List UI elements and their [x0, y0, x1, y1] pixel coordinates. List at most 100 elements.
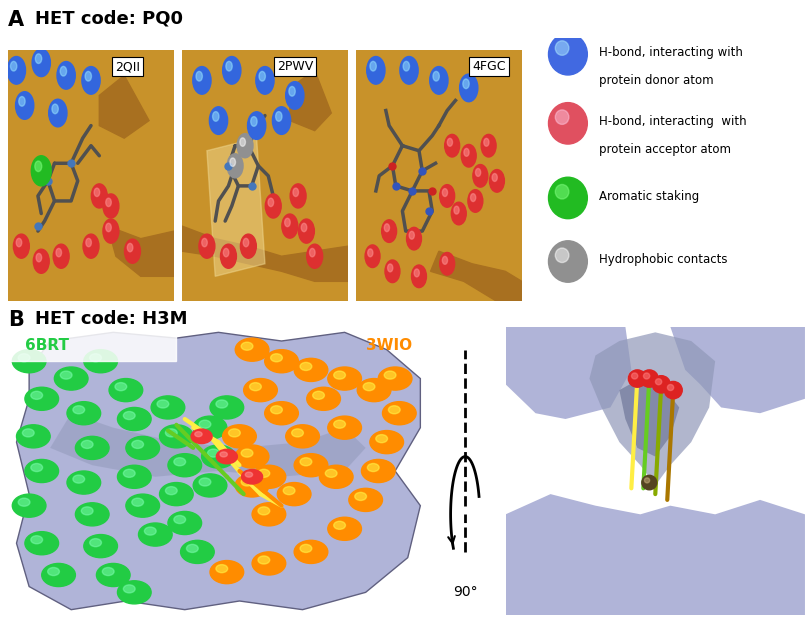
Circle shape [258, 556, 269, 564]
Text: 3WIO: 3WIO [366, 338, 412, 353]
Circle shape [368, 249, 373, 257]
Circle shape [258, 507, 269, 515]
PathPatch shape [620, 379, 680, 457]
Circle shape [12, 350, 46, 373]
Circle shape [60, 67, 66, 76]
Circle shape [117, 581, 151, 604]
Text: 90°: 90° [453, 585, 477, 599]
Circle shape [201, 239, 207, 247]
Circle shape [320, 465, 353, 489]
Circle shape [11, 62, 17, 71]
Text: H-bond, interacting with: H-bond, interacting with [599, 46, 743, 59]
Circle shape [157, 400, 169, 408]
Text: 2QII: 2QII [115, 60, 140, 73]
Circle shape [412, 265, 426, 288]
Circle shape [328, 367, 362, 390]
Circle shape [549, 241, 587, 282]
Circle shape [16, 425, 50, 448]
Circle shape [199, 478, 211, 486]
Circle shape [492, 173, 498, 181]
Polygon shape [290, 70, 332, 131]
Text: H-bond, interacting  with: H-bond, interacting with [599, 115, 747, 128]
Polygon shape [430, 251, 522, 301]
Circle shape [293, 188, 299, 197]
Circle shape [300, 362, 311, 371]
Circle shape [222, 57, 241, 84]
Polygon shape [265, 63, 348, 163]
Circle shape [244, 239, 248, 247]
Circle shape [265, 194, 282, 218]
Circle shape [15, 92, 34, 119]
Circle shape [300, 458, 311, 466]
Text: 2PWV: 2PWV [277, 60, 313, 73]
Circle shape [242, 470, 263, 484]
Circle shape [400, 57, 418, 84]
Circle shape [25, 532, 58, 555]
Polygon shape [489, 138, 522, 231]
Circle shape [549, 33, 587, 75]
Circle shape [81, 440, 93, 448]
Circle shape [484, 138, 489, 146]
Polygon shape [207, 138, 265, 276]
Circle shape [285, 219, 290, 227]
Circle shape [216, 450, 237, 463]
Text: protein donor atom: protein donor atom [599, 73, 714, 87]
PathPatch shape [16, 332, 421, 610]
Circle shape [123, 469, 135, 477]
Circle shape [67, 471, 100, 494]
Circle shape [629, 370, 646, 387]
Circle shape [468, 190, 483, 212]
Circle shape [310, 249, 315, 257]
Circle shape [126, 494, 159, 517]
Circle shape [384, 224, 389, 232]
Circle shape [96, 563, 130, 587]
Circle shape [333, 521, 345, 529]
Circle shape [259, 72, 265, 81]
Circle shape [289, 87, 295, 96]
Circle shape [25, 460, 58, 482]
Circle shape [73, 475, 85, 483]
Circle shape [301, 224, 307, 232]
Circle shape [370, 62, 376, 71]
Circle shape [282, 214, 298, 238]
Circle shape [227, 154, 243, 178]
Circle shape [220, 452, 227, 457]
Circle shape [82, 67, 100, 94]
Circle shape [132, 498, 143, 506]
Circle shape [32, 156, 51, 186]
Text: B: B [8, 310, 24, 330]
Circle shape [414, 269, 419, 277]
Circle shape [102, 568, 114, 576]
Circle shape [294, 540, 328, 563]
Circle shape [286, 82, 304, 109]
Circle shape [48, 568, 59, 576]
PathPatch shape [50, 413, 366, 477]
Text: HET code: PQ0: HET code: PQ0 [35, 10, 183, 28]
PathPatch shape [590, 332, 715, 485]
Circle shape [84, 350, 117, 373]
Circle shape [333, 420, 345, 428]
Circle shape [75, 503, 109, 526]
Circle shape [199, 234, 215, 258]
Circle shape [25, 387, 58, 410]
Circle shape [125, 239, 141, 263]
Circle shape [252, 465, 286, 489]
Circle shape [476, 168, 481, 176]
Text: protein acceptor atom: protein acceptor atom [599, 143, 731, 156]
Circle shape [216, 565, 227, 573]
Circle shape [144, 527, 156, 535]
Text: HET code: H3M: HET code: H3M [35, 310, 188, 328]
Circle shape [384, 371, 396, 379]
Circle shape [228, 429, 240, 437]
Circle shape [349, 489, 383, 511]
Circle shape [49, 99, 67, 127]
Circle shape [481, 134, 496, 157]
Circle shape [549, 177, 587, 219]
Circle shape [85, 72, 91, 81]
Circle shape [463, 79, 469, 89]
Circle shape [132, 440, 143, 448]
Circle shape [388, 406, 400, 414]
Circle shape [256, 67, 274, 94]
Circle shape [84, 534, 117, 558]
Circle shape [31, 391, 43, 399]
